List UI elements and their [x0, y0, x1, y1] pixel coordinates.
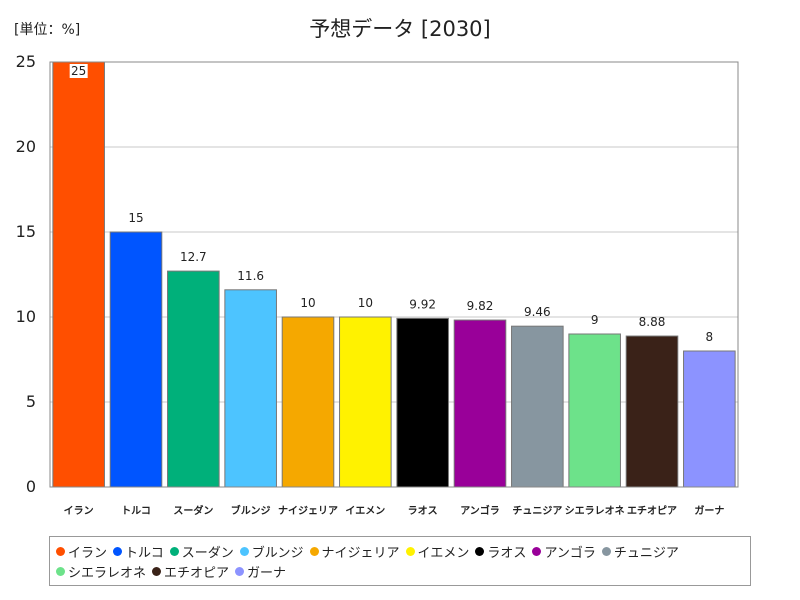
legend-label: ラオス: [487, 545, 527, 561]
legend-dot-icon: [601, 546, 611, 556]
bar: [224, 289, 277, 488]
x-tick-label: スーダン: [173, 504, 213, 517]
legend-dot-icon: [475, 546, 485, 556]
y-tick-label: 20: [16, 137, 36, 156]
bar: [52, 61, 105, 488]
data-label: 10: [300, 296, 315, 310]
data-label: 10: [358, 296, 373, 310]
bar: [453, 319, 507, 488]
data-label: 12.7: [180, 250, 207, 264]
legend-dot-icon: [532, 546, 542, 556]
legend-item: イエメン: [405, 541, 470, 561]
legend-item: エチオピア: [152, 561, 229, 581]
legend-label: アンゴラ: [544, 545, 596, 561]
y-tick-label: 10: [16, 307, 36, 326]
legend: イラン トルコ スーダン ブルンジ ナイジェリア イエメン ラオス アンゴラ チュニジアシエラレ…: [49, 536, 751, 586]
legend-dot-icon: [309, 546, 319, 556]
legend-label: スーダン: [181, 545, 234, 561]
unit-label: [単位：%]: [14, 22, 80, 38]
x-tick-label: ブルンジ: [231, 504, 271, 517]
legend-item: ブルンジ: [239, 541, 304, 561]
bar: [396, 317, 449, 488]
x-tick-label: ナイジェリア: [278, 505, 338, 517]
legend-item: シエラレオネ: [56, 561, 146, 581]
data-label: 25: [71, 64, 86, 78]
legend-dot-icon: [152, 566, 162, 576]
legend-item: スーダン: [169, 541, 234, 561]
legend-dot-icon: [56, 566, 65, 576]
x-tick-label: トルコ: [121, 505, 151, 517]
x-tick-label: エチオピア: [627, 505, 677, 517]
data-label: 11.6: [237, 269, 264, 283]
legend-label: イエメン: [417, 545, 470, 561]
y-tick-label: 15: [16, 222, 36, 241]
legend-label: シエラレオネ: [68, 565, 147, 581]
legend-dot-icon: [56, 546, 65, 556]
legend-label: ブルンジ: [251, 545, 304, 561]
legend-label: ガーナ: [247, 565, 287, 581]
legend-item: アンゴラ: [532, 541, 596, 561]
bar: [683, 350, 736, 488]
legend-item: トルコ: [113, 541, 164, 561]
data-label-bg: [69, 64, 88, 78]
bar: [511, 325, 564, 488]
x-tick-label: アンゴラ: [460, 504, 500, 517]
legend-label: チュニジア: [613, 545, 679, 561]
x-tick-label: シエラレオネ: [565, 505, 625, 517]
data-label: 9.82: [467, 299, 494, 313]
legend-label: イラン: [68, 545, 108, 561]
bars: [52, 61, 736, 488]
x-axis-ticks: イラン トルコ スーダン ブルンジ ナイジェリア イエメン ラオス アンゴラ チュニジア シエラレ…: [64, 504, 725, 517]
data-label: 9.46: [524, 305, 551, 319]
x-tick-label: チュニジア: [512, 505, 562, 517]
grid-lines: [50, 146, 738, 403]
x-tick-label: ガーナ: [694, 504, 724, 517]
legend-label: エチオピア: [164, 565, 230, 581]
data-labels: 25 15 12.7 11.6 10 10 9.92 9.82 9.46 9 8.88 8: [69, 64, 714, 344]
data-label: 9.92: [409, 297, 436, 311]
x-tick-label: イエメン: [345, 505, 385, 517]
bar: [625, 335, 679, 488]
legend-label: トルコ: [125, 545, 164, 561]
legend-item: チュニジア: [601, 541, 679, 561]
x-tick-label: イラン: [64, 505, 94, 517]
data-label: 9: [591, 313, 599, 327]
legend-item: イラン: [56, 541, 107, 561]
legend-item: ガーナ: [235, 561, 286, 581]
bar: [167, 270, 220, 488]
legend-dot-icon: [113, 546, 123, 556]
legend-dot-icon: [405, 546, 415, 556]
data-label: 8: [706, 330, 714, 344]
legend-dot-icon: [239, 546, 249, 556]
x-tick-label: ラオス: [408, 505, 438, 517]
legend-dot-icon: [235, 566, 245, 576]
bar: [109, 231, 163, 488]
legend-item: ラオス: [475, 541, 526, 561]
legend-label: ナイジェリア: [321, 545, 400, 561]
y-tick-label: 5: [26, 392, 36, 411]
data-label: 15: [128, 211, 143, 225]
plot-frame: [49, 61, 739, 488]
y-tick-label: 25: [16, 52, 36, 71]
data-label: 8.88: [639, 315, 666, 329]
chart-title: 予想データ [2030]: [309, 17, 491, 41]
bar: [568, 333, 621, 488]
legend-dot-icon: [169, 546, 179, 556]
bar: [339, 316, 392, 488]
y-axis-ticks: 0 5 10 15 20 25: [16, 52, 36, 496]
y-tick-label: 0: [26, 477, 36, 496]
bar: [281, 316, 335, 488]
legend-item: ナイジェリア: [309, 541, 400, 561]
